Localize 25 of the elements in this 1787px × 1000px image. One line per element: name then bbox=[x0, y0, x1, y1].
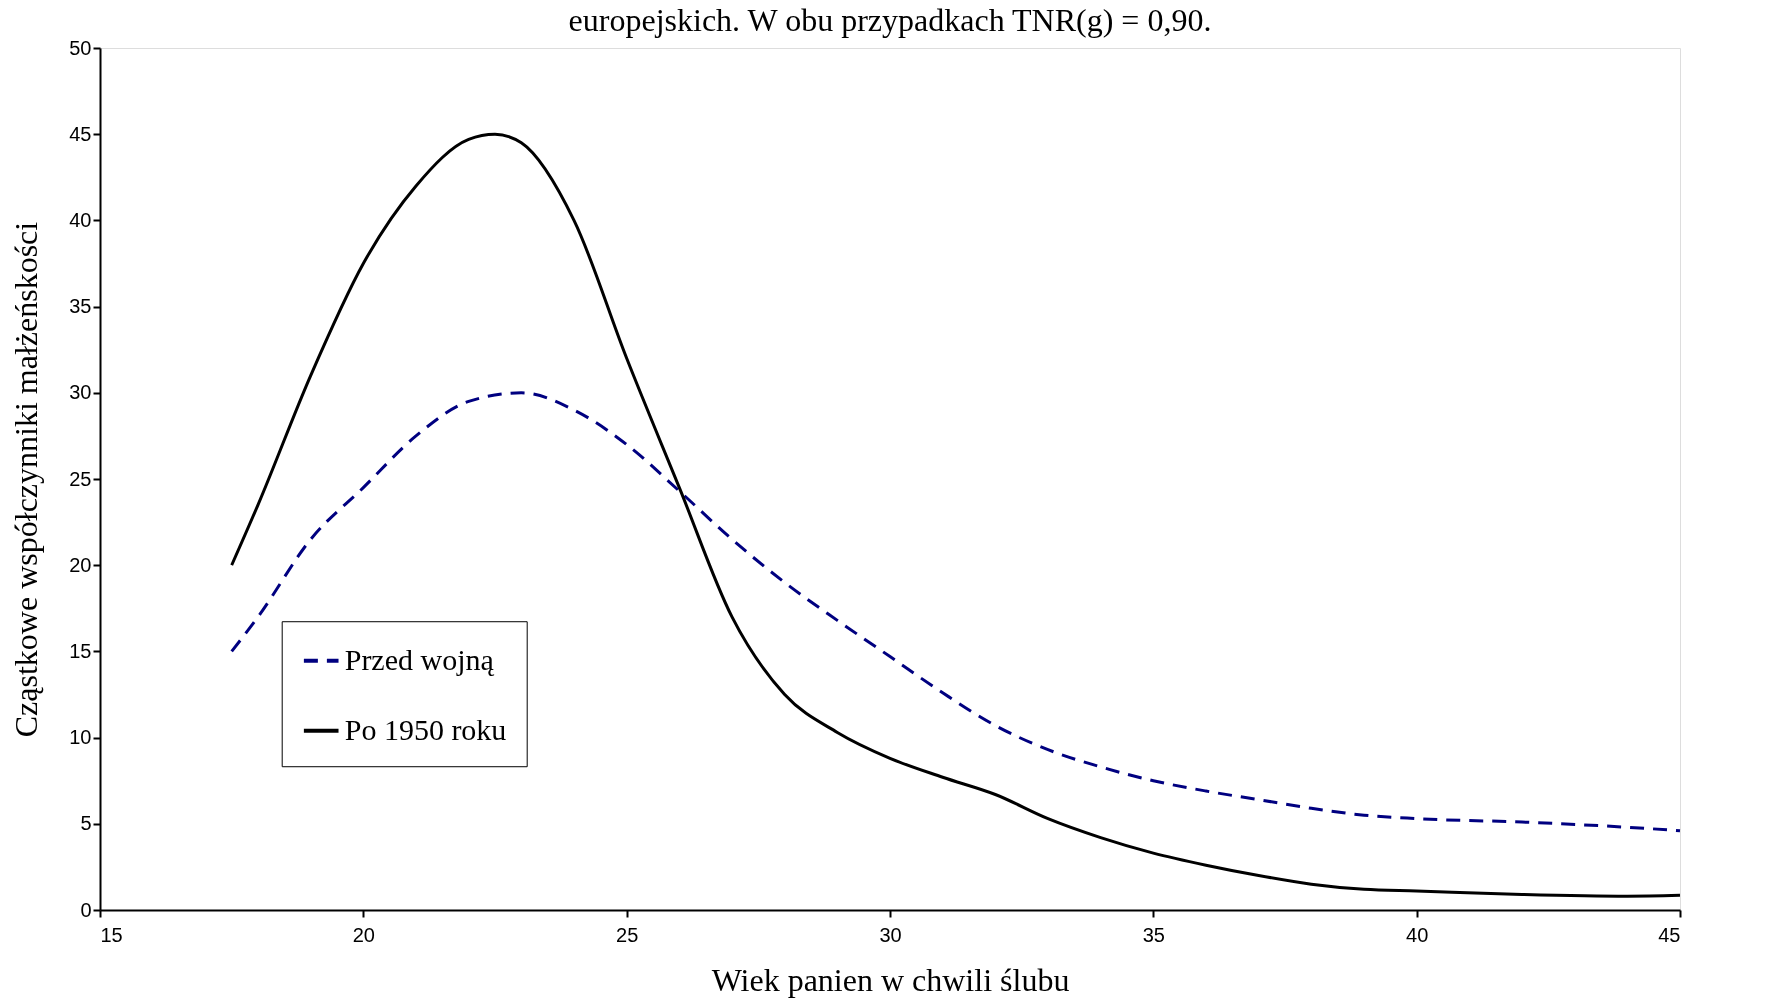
x-tick-label: 20 bbox=[352, 923, 375, 946]
y-tick-label: 10 bbox=[69, 726, 92, 749]
line-series bbox=[230, 391, 1682, 833]
y-tick-label: 5 bbox=[80, 812, 92, 835]
chart-title: europejskich. W obu przypadkach TNR(g) = 0,90. bbox=[568, 2, 1212, 38]
legend-label: Po 1950 roku bbox=[344, 712, 507, 746]
y-tick-label: 15 bbox=[69, 639, 92, 662]
y-axis-title: Cząstkowe współczynniki małżeńskości bbox=[8, 221, 45, 738]
legend-label: Przed wojną bbox=[344, 642, 495, 676]
y-tick-label: 0 bbox=[80, 898, 92, 921]
y-tick-label: 25 bbox=[69, 467, 92, 490]
x-tick-label: 45 bbox=[1658, 923, 1681, 946]
y-tick-label: 40 bbox=[69, 208, 92, 231]
x-tick-label: 30 bbox=[879, 923, 902, 946]
y-tick-label: 20 bbox=[69, 553, 92, 576]
y-tick-label: 50 bbox=[69, 36, 92, 59]
y-tick-label: 35 bbox=[69, 295, 92, 318]
x-tick-label: 35 bbox=[1142, 923, 1165, 946]
x-tick-label: 40 bbox=[1406, 923, 1429, 946]
x-tick-label: 15 bbox=[100, 923, 123, 946]
y-tick-label: 30 bbox=[69, 381, 92, 404]
x-axis-title: Wiek panien w chwili ślubu bbox=[711, 961, 1070, 998]
y-tick-label: 45 bbox=[69, 122, 92, 145]
line-series bbox=[230, 132, 1682, 898]
x-tick-label: 25 bbox=[616, 923, 639, 946]
